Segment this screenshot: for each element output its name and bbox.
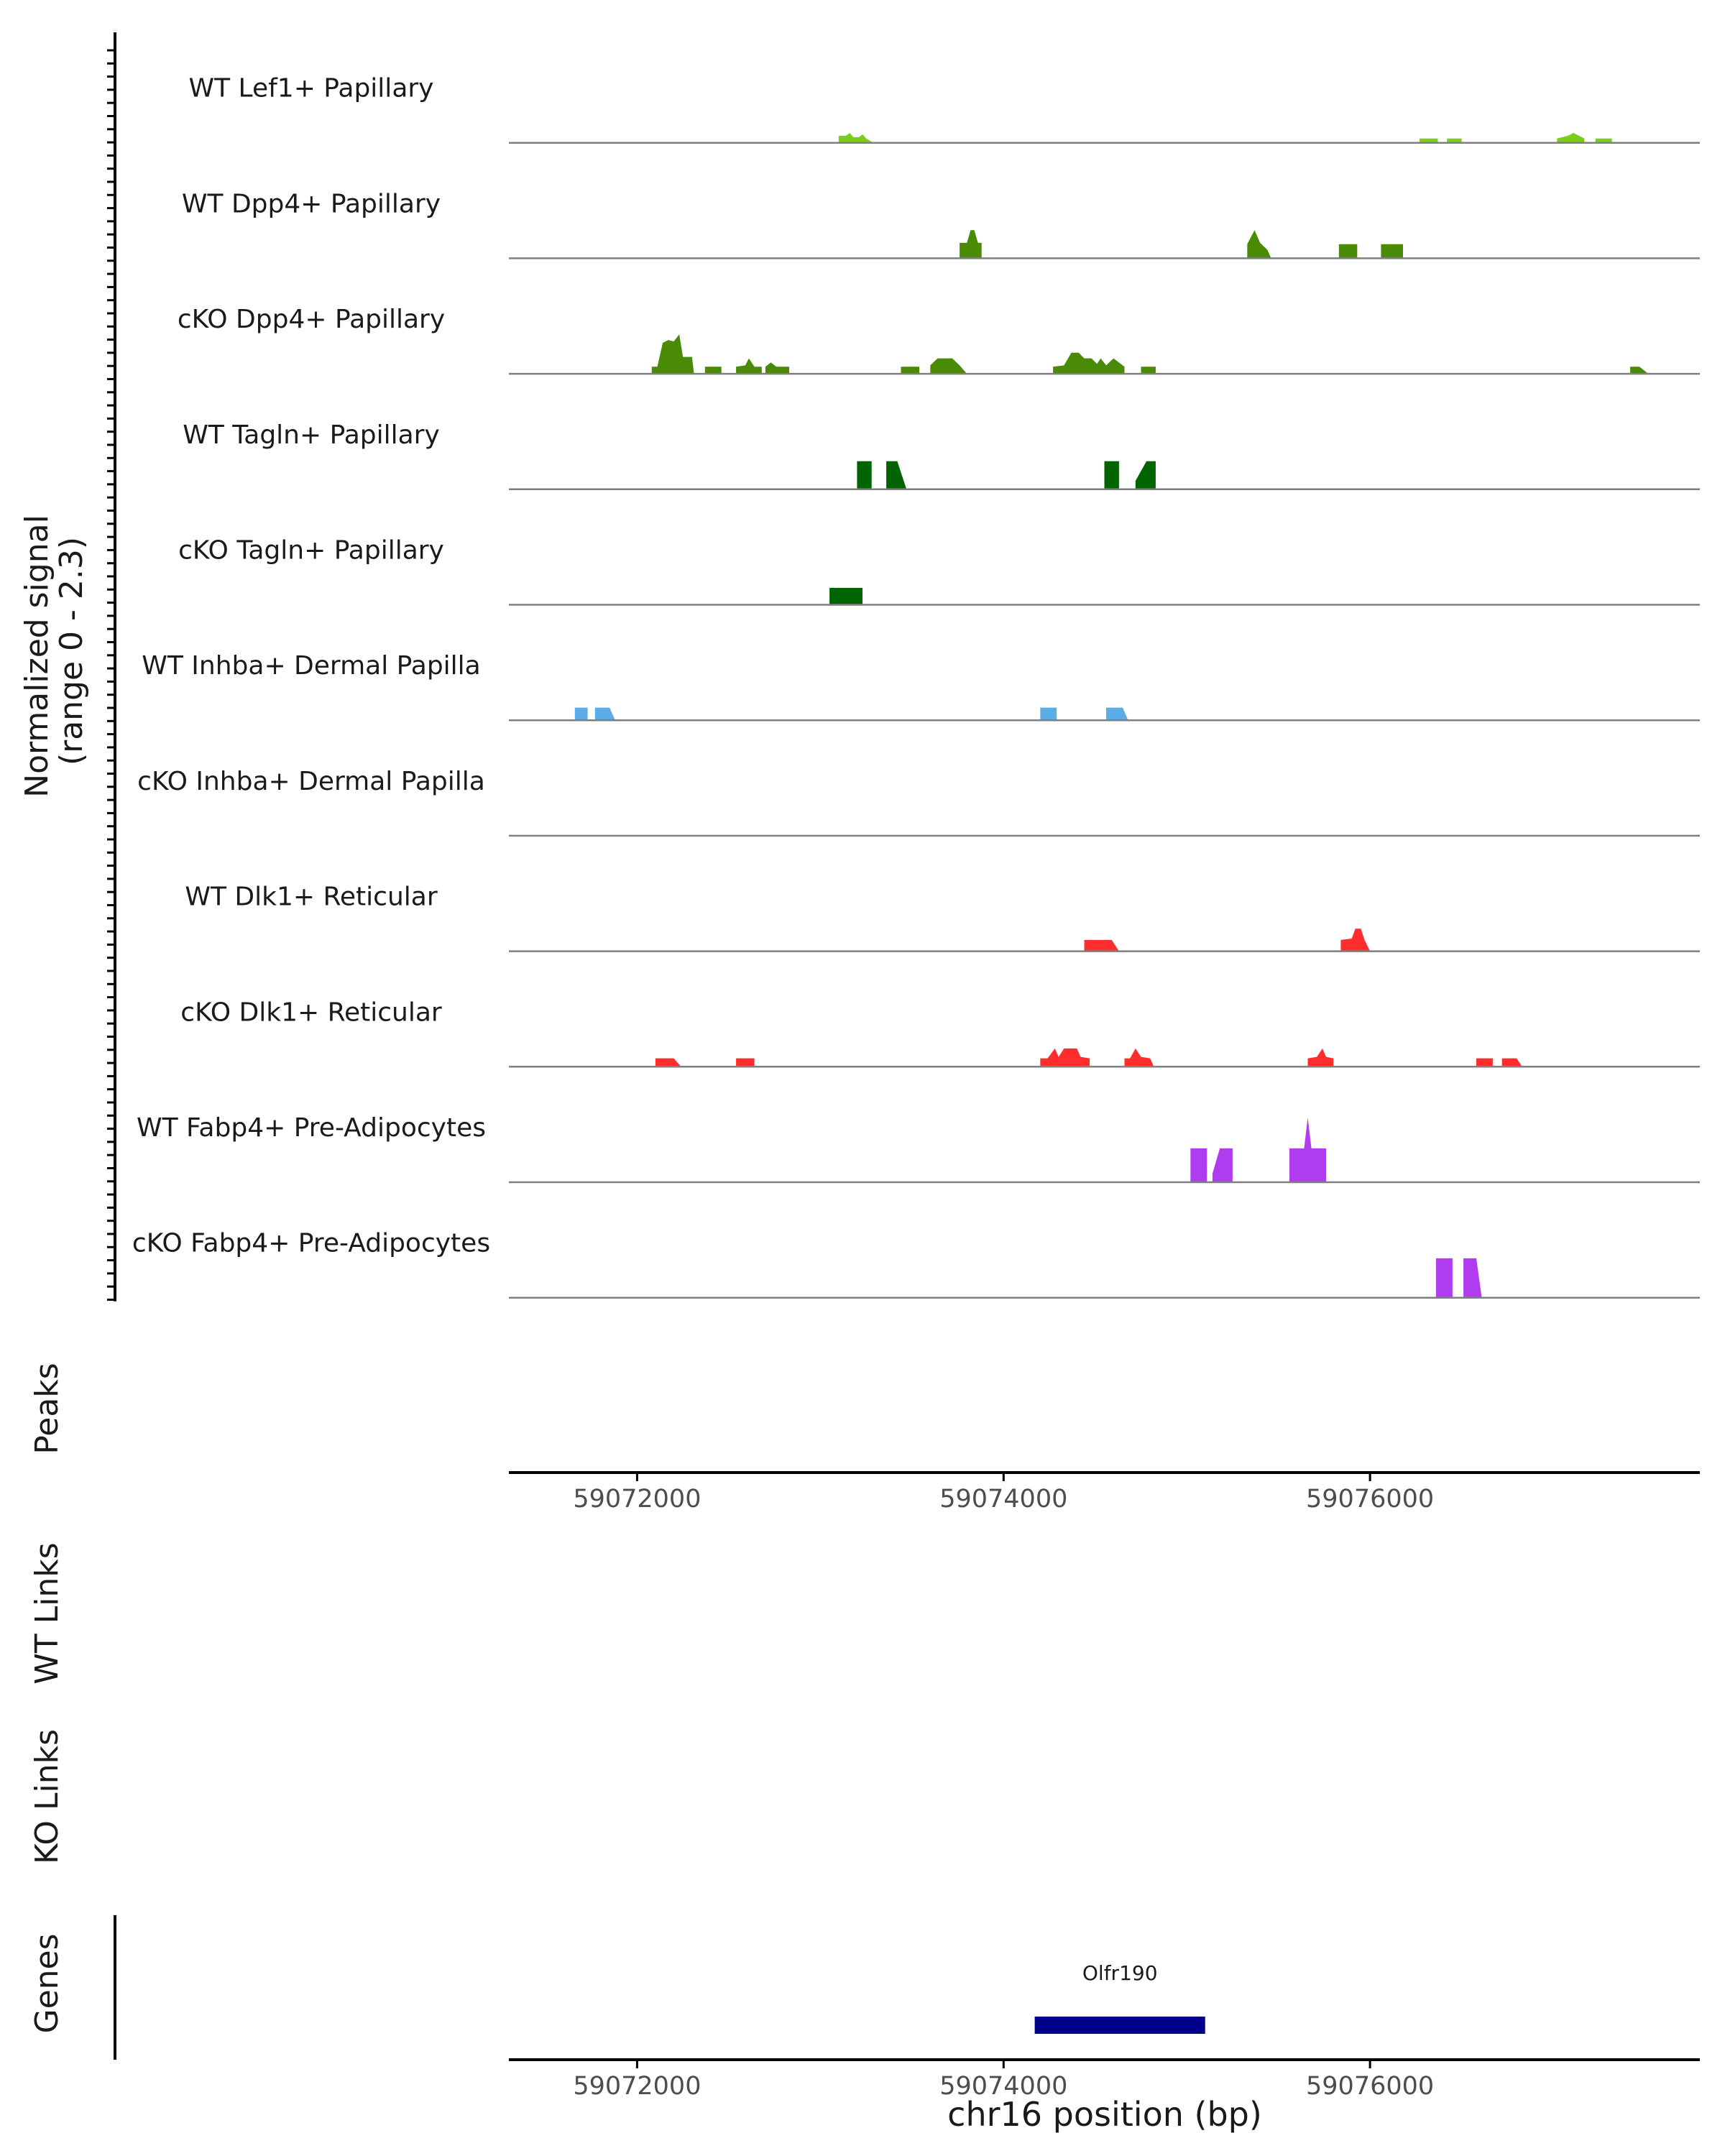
signal-peak — [1435, 1258, 1453, 1298]
signal-peak — [655, 1058, 681, 1067]
track-label: WT Tagln+ Papillary — [183, 420, 440, 450]
x-tick-label: 59076000 — [1306, 1485, 1434, 1514]
track-label: WT Dpp4+ Papillary — [182, 189, 441, 218]
genes-track-label: Genes — [29, 1933, 65, 2033]
signal-peak — [1106, 707, 1128, 721]
x-axis-upper: 59072000 59074000 59076000 — [509, 1471, 1700, 1514]
signal-peak — [901, 367, 919, 374]
signal-peak — [574, 707, 588, 721]
annotation-track-label: WT Links — [29, 1542, 65, 1684]
track: WT Dlk1+ Reticular — [185, 883, 1700, 952]
x-tick-label: 59072000 — [573, 1485, 701, 1514]
track-label: cKO Inhba+ Dermal Papilla — [137, 767, 485, 796]
signal-peak — [1053, 352, 1125, 374]
signal-peak — [1463, 1258, 1482, 1298]
y-axis-title-line1: Normalized signal — [19, 515, 55, 798]
track-y-axis — [107, 32, 116, 1302]
track: cKO Fabp4+ Pre-Adipocytes — [132, 1229, 1700, 1299]
signal-peak — [651, 334, 694, 374]
signal-peak — [1104, 461, 1119, 489]
signal-peak — [1557, 133, 1585, 143]
signal-peak — [1447, 138, 1462, 143]
track-label: cKO Fabp4+ Pre-Adipocytes — [132, 1229, 490, 1258]
signal-peak — [1190, 1148, 1208, 1182]
gene-name: Olfr190 — [1082, 1961, 1158, 1985]
x-tick-label: 59076000 — [1306, 2072, 1434, 2101]
x-tick-label: 59072000 — [573, 2072, 701, 2101]
signal-peak — [960, 230, 982, 259]
signal-peak — [1630, 367, 1649, 374]
track-label: cKO Tagln+ Papillary — [178, 536, 444, 566]
track-label: WT Dlk1+ Reticular — [185, 883, 437, 912]
signal-peak — [1338, 244, 1358, 259]
signal-peak — [1040, 707, 1057, 721]
signal-peak — [736, 358, 762, 374]
signal-peak — [1307, 1048, 1334, 1067]
signal-peak — [1212, 1148, 1233, 1182]
signal-peak — [857, 461, 872, 489]
signal-peak — [1289, 1118, 1326, 1182]
track-label: WT Lef1+ Papillary — [189, 74, 434, 103]
coverage-tracks: WT Lef1+ Papillary WT Dpp4+ Papillary cKO … — [132, 74, 1700, 1299]
signal-peak — [1141, 367, 1156, 374]
y-axis-title-line2: (range 0 - 2.3) — [53, 537, 90, 765]
x-tick-label: 59074000 — [939, 1485, 1067, 1514]
track-label: cKO Dpp4+ Papillary — [178, 305, 445, 334]
signal-peak — [1247, 230, 1271, 259]
track: cKO Dpp4+ Papillary — [178, 305, 1700, 375]
signal-peak — [1084, 939, 1119, 952]
signal-peak — [1501, 1058, 1522, 1067]
track: WT Inhba+ Dermal Papilla — [142, 651, 1700, 722]
track-label: WT Inhba+ Dermal Papilla — [142, 651, 480, 681]
signal-peak — [838, 133, 874, 143]
signal-peak — [736, 1058, 755, 1067]
signal-peak — [1381, 244, 1403, 259]
signal-peak — [1595, 138, 1612, 143]
track: WT Tagln+ Papillary — [183, 420, 1700, 491]
track-label: WT Fabp4+ Pre-Adipocytes — [137, 1113, 486, 1143]
annotation-track-label: Peaks — [29, 1363, 65, 1454]
track-label: cKO Dlk1+ Reticular — [180, 998, 442, 1027]
signal-peak — [886, 461, 907, 489]
track: cKO Tagln+ Papillary — [178, 536, 1700, 606]
signal-peak — [1040, 1048, 1090, 1067]
track: WT Lef1+ Papillary — [189, 74, 1700, 144]
signal-peak — [1135, 461, 1156, 489]
signal-peak — [704, 367, 722, 374]
x-axis-lower: 59072000 59074000 59076000 — [509, 2058, 1700, 2101]
signal-peak — [594, 707, 615, 721]
track: cKO Inhba+ Dermal Papilla — [137, 767, 1700, 837]
track: WT Fabp4+ Pre-Adipocytes — [137, 1113, 1700, 1184]
annotation-tracks: Peaks WT Links KO Links — [29, 1363, 65, 1864]
genes-track: Genes Olfr190 — [29, 1915, 1205, 2060]
annotation-track-label: KO Links — [29, 1729, 65, 1864]
signal-peak — [930, 358, 967, 374]
signal-peak — [1340, 929, 1371, 952]
signal-peak — [1420, 138, 1438, 143]
track: cKO Dlk1+ Reticular — [180, 998, 1700, 1068]
gene-body — [1034, 2017, 1205, 2034]
signal-peak — [765, 362, 789, 374]
y-axis-title: Normalized signal (range 0 - 2.3) — [19, 505, 90, 798]
signal-peak — [1124, 1048, 1154, 1067]
x-axis-label: chr16 position (bp) — [947, 2095, 1262, 2134]
x-tick-label: 59074000 — [939, 2072, 1067, 2101]
signal-peak — [1476, 1058, 1493, 1067]
track: WT Dpp4+ Papillary — [182, 189, 1700, 259]
signal-peak — [829, 588, 862, 605]
